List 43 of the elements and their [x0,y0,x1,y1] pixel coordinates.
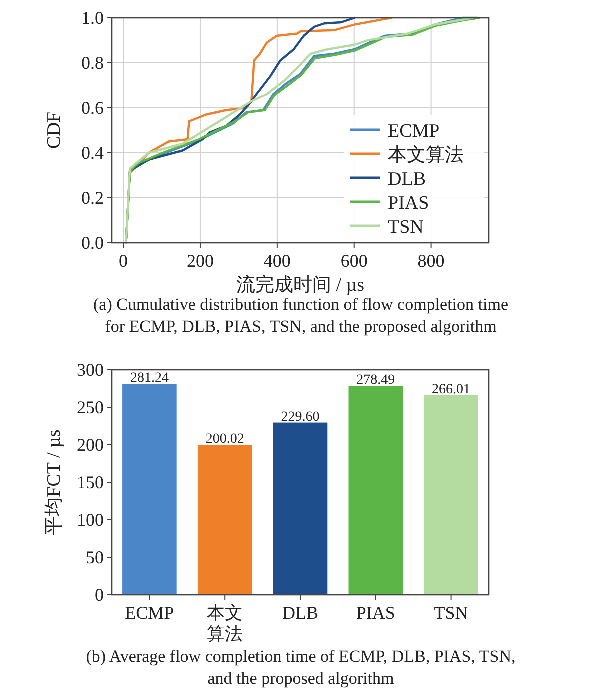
x-tick-label: 0 [119,251,128,271]
data-label: 266.01 [432,382,471,398]
text: (a) Cumulative distribution function of flow completion time for ECMP, DLB, PIAS, TSN, and the proposed algorithm [93,295,509,336]
bar [122,384,177,595]
x-tick-label: 400 [264,251,291,271]
y-tick-label: 150 [77,472,104,492]
y-tick-label: 0.2 [82,188,104,208]
data-label: 281.24 [130,371,169,386]
data-label: 278.49 [356,373,396,388]
y-tick-label: 300 [77,360,104,380]
text: (b) Average flow completion time of ECMP, DLB, PIAS, TSN, and the proposed algorithm [86,647,516,688]
x-tick-label: 本文算法 [207,603,244,644]
bar [424,395,478,595]
x-tick-label: PIAS [356,603,396,623]
y-tick-label: 100 [77,510,104,530]
y-tick-label: 0.4 [82,143,104,163]
legend-label: PIAS [388,193,430,214]
bar [273,422,328,595]
x-tick-label: 800 [418,251,445,271]
y-tick-label: 200 [77,435,104,455]
y-tick-label: 0.0 [82,233,104,253]
x-tick-label: 600 [340,251,368,271]
y-tick-label: 0 [95,585,104,605]
x-tick-label: TSN [434,603,468,623]
y-tick-label: 1.0 [82,8,104,28]
x-axis-title: 流完成时间 / µs [236,274,365,296]
y-axis-title: CDF [44,112,65,149]
data-label: 229.60 [281,410,320,425]
legend-label: 本文算法 [388,145,464,166]
y-tick-label: 0.8 [82,53,104,73]
y-tick-label: 0.6 [82,98,104,118]
x-tick-label: DLB [282,603,318,623]
y-tick-label: 50 [86,548,104,568]
legend-label: DLB [388,169,426,190]
legend-label: TSN [388,217,424,238]
bar [198,444,252,595]
data-label: 200.02 [206,432,244,447]
legend-label: ECMP [388,121,440,142]
y-axis-title: 平均FCT / µs [44,430,65,536]
bar [348,386,404,595]
x-tick-label: ECMP [125,603,174,623]
y-tick-label: 250 [77,398,104,418]
x-tick-label: 200 [186,251,214,271]
